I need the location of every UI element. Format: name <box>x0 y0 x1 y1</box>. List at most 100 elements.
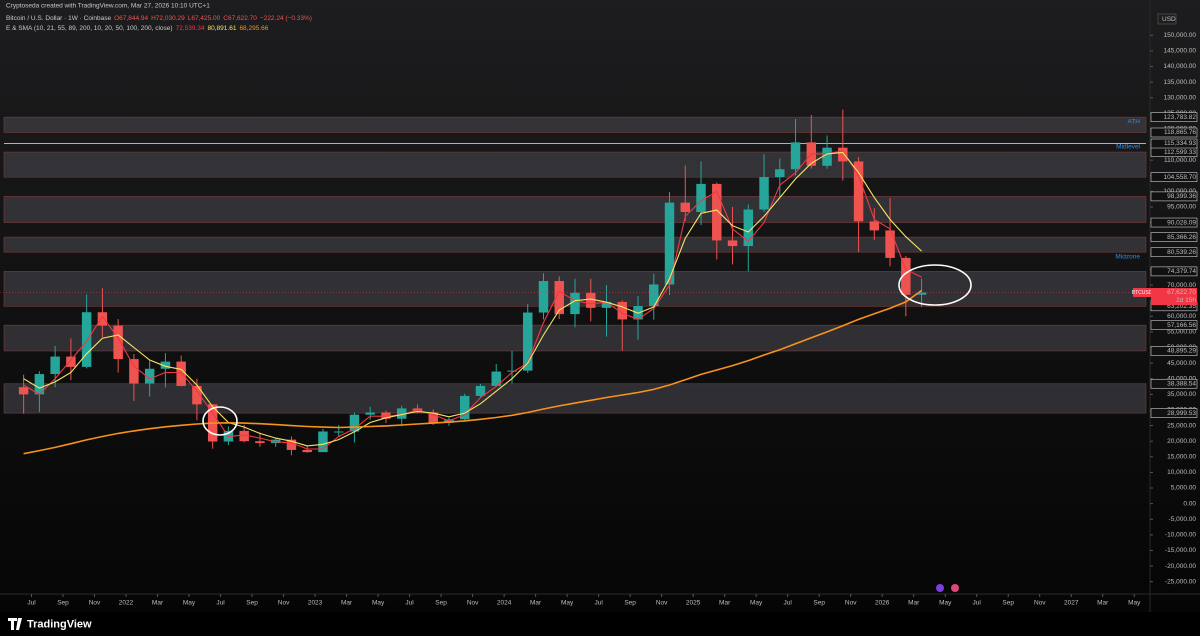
candle-body <box>113 325 123 360</box>
ohlc-value: O67,844.94 <box>114 15 148 22</box>
y-tick-label: 55,000.00 <box>1167 329 1196 336</box>
annotations: ATH Midlevel Midzone <box>202 119 1141 592</box>
x-tick-label: 2022 <box>119 600 134 607</box>
candle-body <box>381 412 391 419</box>
candle-body <box>901 257 911 295</box>
candle-body <box>838 147 848 162</box>
zone <box>3 116 1147 133</box>
legend-value: 68,295.66 <box>239 25 268 32</box>
candle-body <box>759 177 769 210</box>
level-label: 38,388.54 <box>1167 380 1196 387</box>
x-tick-label: May <box>561 600 574 607</box>
x-tick-label: Jul <box>973 600 982 607</box>
x-tick-label: Nov <box>278 600 290 607</box>
candle-body <box>428 412 438 423</box>
x-tick-label: Jul <box>216 600 225 607</box>
level-label: 118,865.76 <box>1164 129 1196 136</box>
candle-body <box>286 439 297 450</box>
candle-body <box>144 368 155 384</box>
ma-line <box>23 151 922 447</box>
level-tag <box>1150 320 1198 330</box>
candle-body <box>601 301 612 308</box>
event-icon[interactable] <box>936 584 944 592</box>
y-tick-label: 5,000.00 <box>1171 485 1197 492</box>
candle-body <box>460 395 470 420</box>
ma-line <box>23 150 922 450</box>
x-tick-label: 2025 <box>686 600 701 607</box>
x-tick-label: Jul <box>784 600 793 607</box>
level-label: 104,558.70 <box>1163 174 1196 181</box>
candle-body <box>176 361 186 386</box>
candle-body <box>318 431 328 453</box>
level-label: 28,999.53 <box>1167 410 1196 417</box>
y-tick-label: 70,000.00 <box>1167 282 1196 289</box>
y-tick-label: 0.00 <box>1183 500 1196 507</box>
candle-body <box>617 301 627 320</box>
level-tag <box>1150 217 1198 228</box>
x-tick-label: Sep <box>435 600 447 607</box>
y-tick-label: 150,000.00 <box>1163 32 1196 39</box>
x-tick-label: May <box>1128 600 1141 607</box>
x-tick-label: Sep <box>1002 600 1014 607</box>
currency: USD <box>1162 16 1176 23</box>
x-tick-label: May <box>750 600 763 607</box>
y-tick-label: 130,000.00 <box>1163 94 1196 101</box>
candle-body <box>66 356 76 367</box>
candle-body <box>192 385 202 405</box>
level-tag <box>1150 266 1198 277</box>
level-label: 74,379.74 <box>1167 268 1196 275</box>
candle-body <box>34 374 45 395</box>
level-label: 98,399.36 <box>1167 193 1196 200</box>
candle-body <box>916 292 927 295</box>
candle-body <box>822 147 832 166</box>
x-tick-label: Mar <box>908 600 920 607</box>
x-tick-label: Sep <box>813 600 825 607</box>
level-label: 48,895.29 <box>1167 348 1196 355</box>
level-label: 80,539.26 <box>1167 249 1196 256</box>
indicator: E & SMA (10, 21, 55, 89, 200, 10, 20, 50… <box>6 25 173 32</box>
x-tick-label: Sep <box>246 600 258 607</box>
x-tick-label: May <box>372 600 385 607</box>
candle-body <box>50 356 60 375</box>
x-tick-label: May <box>183 600 196 607</box>
author-line: Cryptoseda created with TradingView.com,… <box>6 3 210 10</box>
x-tick-label: 2026 <box>875 600 890 607</box>
candle-body <box>255 441 265 444</box>
x-tick-label: Jul <box>405 600 414 607</box>
candle-body <box>538 281 549 313</box>
highlight-circle <box>898 264 972 306</box>
zone-annotation: ATH <box>1127 119 1140 126</box>
price-tag <box>1151 287 1197 305</box>
zone <box>3 196 1147 223</box>
footer <box>0 612 1200 636</box>
candle-body <box>302 449 312 453</box>
candle-body <box>853 161 864 222</box>
x-tick-label: Nov <box>89 600 101 607</box>
ohlc-value: H72,030.29 <box>151 15 185 22</box>
candle-body <box>586 292 596 308</box>
highlight-circle <box>202 406 238 436</box>
candle-body <box>523 312 533 371</box>
candle-body <box>869 221 880 231</box>
zone <box>3 236 1147 253</box>
candle-body <box>349 414 360 432</box>
candle-body <box>649 284 659 306</box>
symbol: Bitcoin / U.S. Dollar · 1W · Coinbase <box>6 15 112 22</box>
candle-body <box>554 281 564 315</box>
y-tick-label: 25,000.00 <box>1167 422 1196 429</box>
event-icon[interactable] <box>951 584 959 592</box>
y-tick-label: 95,000.00 <box>1167 204 1196 211</box>
y-tick-label: 10,000.00 <box>1167 469 1196 476</box>
y-tick-label: 140,000.00 <box>1163 63 1196 70</box>
level-label: 123,783.82 <box>1163 114 1196 121</box>
y-tick-label: 110,000.00 <box>1164 157 1196 164</box>
x-tick-label: Jul <box>27 600 36 607</box>
currency-box[interactable] <box>1157 13 1177 25</box>
candle-body <box>570 292 580 315</box>
x-tick-label: Mar <box>719 600 731 607</box>
candle-body <box>712 183 722 241</box>
zone <box>3 324 1147 352</box>
x-tick-label: Mar <box>341 600 353 607</box>
x-tick-label: 2023 <box>308 600 323 607</box>
